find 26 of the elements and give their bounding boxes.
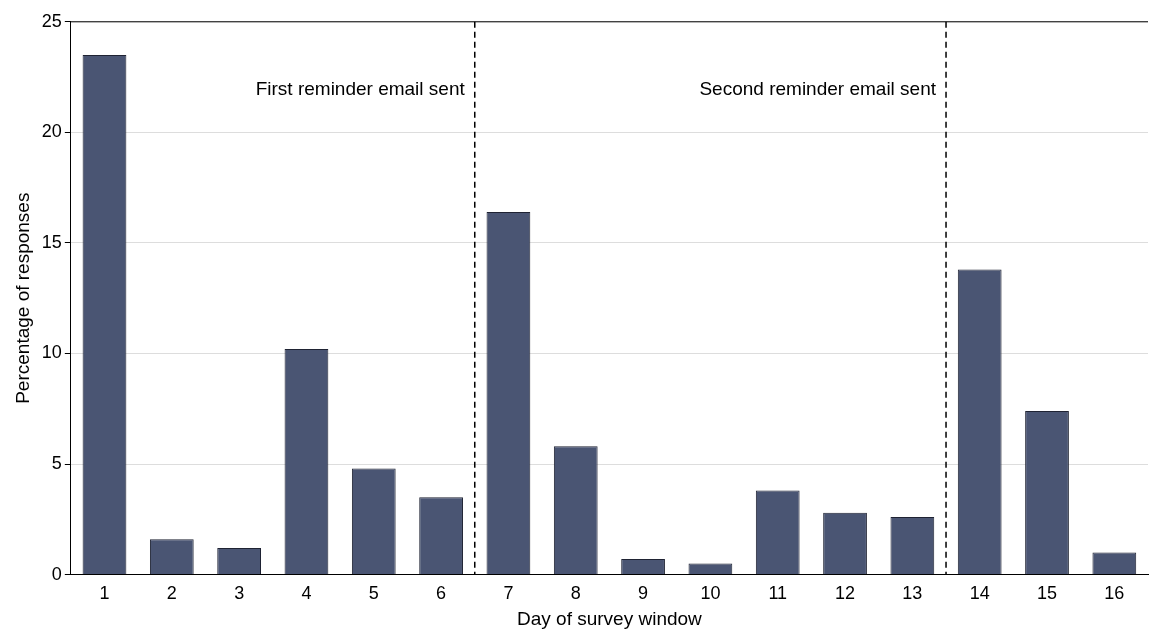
x-tick-label: 13 — [902, 583, 923, 604]
x-tick-label: 15 — [1037, 583, 1058, 604]
x-axis-title: Day of survey window — [517, 607, 703, 629]
x-tick-label: 9 — [638, 583, 649, 604]
y-tick-label: 0 — [51, 563, 62, 584]
y-axis-title: Percentage of responses — [11, 192, 33, 404]
x-tick-label: 3 — [234, 583, 245, 604]
x-tick-label: 8 — [570, 583, 581, 604]
x-tick-label: 7 — [503, 583, 514, 604]
x-tick-label: 11 — [768, 583, 788, 604]
x-tick-label: 4 — [301, 583, 312, 604]
x-tick-label: 1 — [99, 583, 110, 604]
x-tick-label: 5 — [368, 583, 379, 604]
y-tick-label: 5 — [51, 453, 62, 474]
ref-line-label: Second reminder email sent — [699, 78, 937, 100]
x-tick-label: 14 — [969, 583, 990, 604]
ref-line-label: First reminder email sent — [255, 78, 466, 100]
x-tick-label: 10 — [700, 583, 721, 604]
y-tick-label: 10 — [41, 342, 62, 363]
y-tick-label: 25 — [41, 10, 62, 31]
x-tick-label: 16 — [1104, 583, 1125, 604]
x-tick-label: 6 — [436, 583, 447, 604]
y-tick-label: 20 — [41, 121, 62, 142]
x-tick-label: 2 — [166, 583, 177, 604]
x-tick-label: 12 — [835, 583, 856, 604]
y-tick-label: 15 — [41, 231, 62, 252]
